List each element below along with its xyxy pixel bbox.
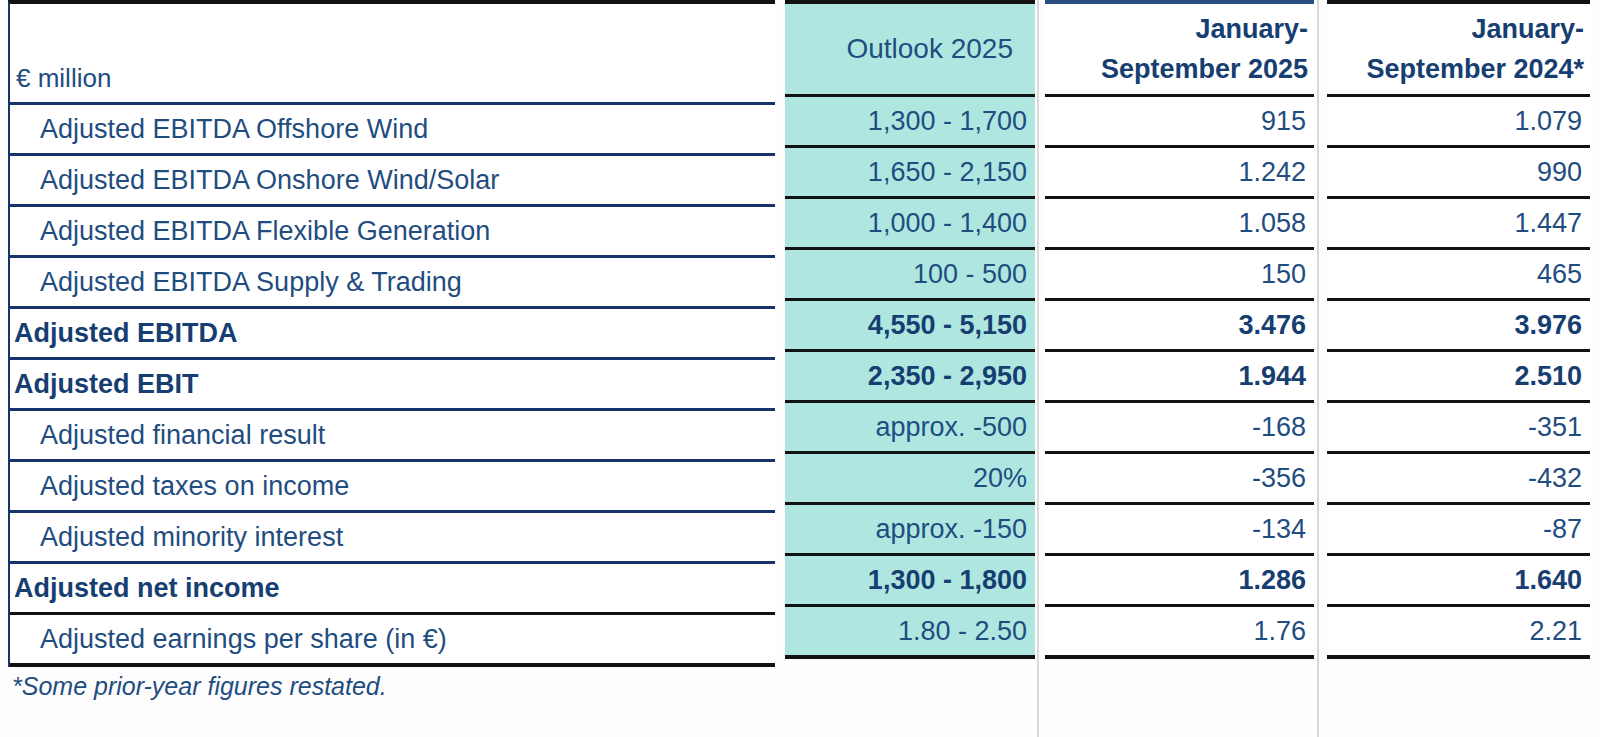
jan-sep-2025-column: January-September 20259151.2421.0581503.… — [1045, 0, 1314, 659]
p2024-value-cell: -351 — [1327, 403, 1590, 454]
p2024-value-cell: 3.976 — [1327, 301, 1590, 352]
p2025-value-cell: 1.944 — [1045, 352, 1314, 403]
row-label-cell: Adjusted taxes on income — [10, 462, 775, 513]
row-label-cell: Adjusted EBITDA Onshore Wind/Solar — [10, 156, 775, 207]
p2024-value-cell: 465 — [1327, 250, 1590, 301]
p2025-value-cell: 915 — [1045, 97, 1314, 148]
p2024-value-cell: 1.079 — [1327, 97, 1590, 148]
jan-sep-2024-column: January-September 2024*1.0799901.4474653… — [1327, 0, 1590, 659]
outlook-value-cell: 1,000 - 1,400 — [785, 199, 1035, 250]
p2024-value-cell: 1.447 — [1327, 199, 1590, 250]
outlook-2025-column: Outlook 20251,300 - 1,7001,650 - 2,1501,… — [785, 0, 1035, 659]
p2025-value-cell: -356 — [1045, 454, 1314, 505]
outlook-value-cell: approx. -150 — [785, 505, 1035, 556]
outlook-value-cell: 20% — [785, 454, 1035, 505]
outlook-value-cell: approx. -500 — [785, 403, 1035, 454]
p2025-header: January-September 2025 — [1045, 4, 1314, 97]
p2024-value-cell: -87 — [1327, 505, 1590, 556]
p2025-value-cell: 1.286 — [1045, 556, 1314, 607]
period-line-2: September 2024* — [1366, 49, 1584, 89]
p2025-value-cell: 1.058 — [1045, 199, 1314, 250]
p2025-value-cell: 150 — [1045, 250, 1314, 301]
footnote: *Some prior-year figures restated. — [12, 672, 387, 701]
p2024-value-cell: 1.640 — [1327, 556, 1590, 607]
row-label-cell: Adjusted net income — [10, 564, 775, 615]
row-label-cell: Adjusted financial result — [10, 411, 775, 462]
label-column: € millionAdjusted EBITDA Offshore WindAd… — [8, 0, 775, 667]
p2024-value-cell: 2.21 — [1327, 607, 1590, 659]
row-label-cell: Adjusted EBIT — [10, 360, 775, 411]
p2025-value-cell: 1.242 — [1045, 148, 1314, 199]
outlook-value-cell: 4,550 - 5,150 — [785, 301, 1035, 352]
row-label-cell: Adjusted EBITDA Supply & Trading — [10, 258, 775, 309]
outlook-value-cell: 1.80 - 2.50 — [785, 607, 1035, 659]
period-line-1: January- — [1471, 9, 1584, 49]
row-label-cell: Adjusted minority interest — [10, 513, 775, 564]
financial-outlook-table-page: € millionAdjusted EBITDA Offshore WindAd… — [0, 0, 1600, 737]
p2025-value-cell: 1.76 — [1045, 607, 1314, 659]
p2025-value-cell: -134 — [1045, 505, 1314, 556]
unit-label: € million — [16, 63, 111, 94]
outlook-value-cell: 1,650 - 2,150 — [785, 148, 1035, 199]
row-label-cell: Adjusted EBITDA Offshore Wind — [10, 105, 775, 156]
p2025-value-cell: -168 — [1045, 403, 1314, 454]
row-label-cell: Adjusted earnings per share (in €) — [10, 615, 775, 667]
p2024-value-cell: 2.510 — [1327, 352, 1590, 403]
period-line-1: January- — [1195, 9, 1308, 49]
p2024-value-cell: -432 — [1327, 454, 1590, 505]
outlook-value-cell: 2,350 - 2,950 — [785, 352, 1035, 403]
outlook-value-cell: 1,300 - 1,700 — [785, 97, 1035, 148]
row-label-cell: Adjusted EBITDA — [10, 309, 775, 360]
outlook-value-cell: 100 - 500 — [785, 250, 1035, 301]
p2024-value-cell: 990 — [1327, 148, 1590, 199]
outlook-value-cell: 1,300 - 1,800 — [785, 556, 1035, 607]
period-line-2: September 2025 — [1101, 49, 1308, 89]
p2024-header: January-September 2024* — [1327, 4, 1590, 97]
unit-header: € million — [10, 4, 775, 105]
column-gap-line — [1317, 0, 1319, 737]
column-gap-line — [1037, 0, 1039, 737]
row-label-cell: Adjusted EBITDA Flexible Generation — [10, 207, 775, 258]
p2025-value-cell: 3.476 — [1045, 301, 1314, 352]
outlook-header: Outlook 2025 — [785, 4, 1035, 97]
